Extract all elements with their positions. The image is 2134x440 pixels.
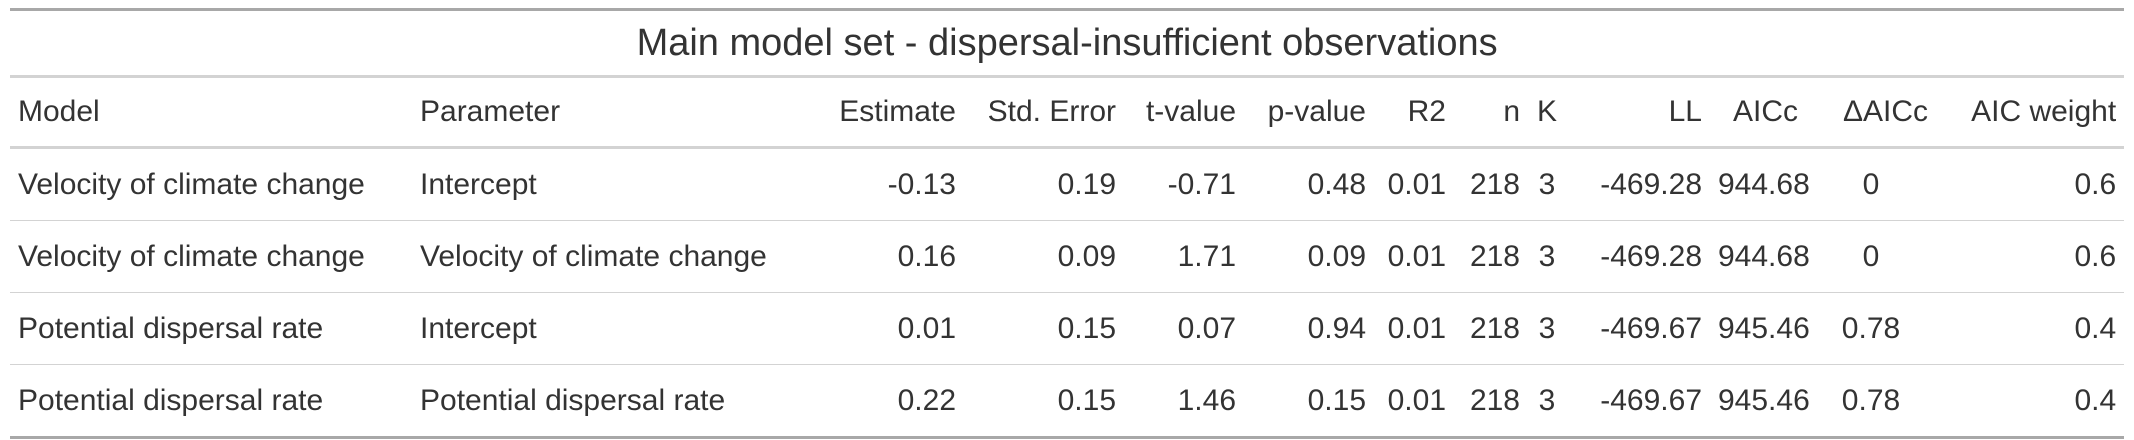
cell-aicc: 945.46 (1710, 292, 1810, 365)
cell-std-error: 0.19 (1057, 167, 1116, 201)
cell-k: 3 (1538, 167, 1556, 201)
cell-delta-aicc: 0.78 (1806, 364, 1936, 438)
cell-r2: 0.01 (1374, 364, 1454, 438)
col-header-delta-aicc: ΔAICc (1806, 76, 1936, 149)
cell-p-value: 0.15 (1244, 364, 1374, 438)
col-header-p-value: p-value (1244, 76, 1374, 149)
cell-p-value: 0.09 (1244, 220, 1374, 293)
col-header-parameter: Parameter (412, 76, 818, 149)
cell-std-error: 0.15 (964, 292, 1124, 365)
col-header-t-value: t-value (1124, 76, 1244, 149)
cell-n: 218 (1454, 220, 1528, 293)
col-header-k: K (1528, 76, 1566, 149)
col-header-ll: LL (1566, 76, 1710, 149)
cell-aicc: 944.68 (1710, 220, 1810, 293)
col-header-std-error: Std. Error (964, 76, 1124, 149)
cell-estimate: -0.13 (887, 167, 956, 201)
cell-model: Velocity of climate change (10, 220, 412, 293)
cell-n: 218 (1454, 292, 1528, 365)
cell-k: 3 (1528, 220, 1566, 293)
cell-n: 218 (1454, 364, 1528, 438)
cell-n: 218 (1469, 167, 1520, 201)
cell-p-value: 0.48 (1307, 167, 1366, 201)
cell-aic-weight: 0.4 (1936, 364, 2125, 438)
cell-model: Potential dispersal rate (10, 292, 412, 365)
cell-model: Velocity of climate change (18, 167, 365, 201)
cell-std-error: 0.09 (964, 220, 1124, 293)
cell-ll: -469.28 (1566, 220, 1710, 293)
cell-model: Potential dispersal rate (10, 364, 412, 438)
cell-aicc: 944.68 (1718, 167, 1810, 201)
col-header-estimate: Estimate (818, 76, 964, 149)
column-header-row: Model Parameter Estimate Std. Error t-va… (10, 76, 2125, 149)
col-header-aic-weight: AIC weight (1936, 76, 2125, 149)
cell-ll: -469.67 (1566, 292, 1710, 365)
cell-estimate: 0.22 (818, 364, 964, 438)
cell-k: 3 (1528, 364, 1566, 438)
table-row: Velocity of climate change Intercept -0.… (10, 148, 2124, 221)
col-header-n: n (1454, 76, 1528, 149)
col-header-model: Model (10, 76, 412, 149)
table-title: Main model set - dispersal-insufficient … (10, 9, 2125, 78)
cell-t-value: 1.71 (1124, 220, 1244, 293)
cell-std-error: 0.15 (964, 364, 1124, 438)
col-header-r2: R2 (1374, 76, 1454, 149)
cell-r2: 0.01 (1387, 167, 1446, 201)
table-row: Potential dispersal rate Intercept 0.01 … (10, 292, 2125, 365)
cell-parameter: Intercept (420, 167, 537, 201)
cell-p-value: 0.94 (1244, 292, 1374, 365)
cell-t-value: 0.07 (1124, 292, 1244, 365)
cell-parameter: Velocity of climate change (412, 220, 818, 293)
cell-ll: -469.28 (1600, 167, 1702, 201)
col-header-aicc: AICc (1710, 76, 1806, 149)
cell-delta-aicc: 0 (1806, 220, 1936, 293)
cell-r2: 0.01 (1374, 292, 1454, 365)
cell-t-value: -0.71 (1167, 167, 1236, 201)
cell-parameter: Intercept (412, 292, 818, 365)
cell-delta-aicc: 0 (1862, 167, 1880, 201)
cell-t-value: 1.46 (1124, 364, 1244, 438)
cell-parameter: Potential dispersal rate (412, 364, 818, 438)
cell-aic-weight: 0.4 (1936, 292, 2125, 365)
cell-delta-aicc: 0.78 (1806, 292, 1936, 365)
cell-k: 3 (1528, 292, 1566, 365)
cell-r2: 0.01 (1374, 220, 1454, 293)
cell-estimate: 0.16 (818, 220, 964, 293)
table-row: Velocity of climate change Velocity of c… (10, 220, 2125, 293)
cell-aicc: 945.46 (1710, 364, 1810, 438)
cell-estimate: 0.01 (818, 292, 964, 365)
cell-aic-weight: 0.6 (1936, 220, 2125, 293)
cell-aic-weight: 0.6 (2074, 167, 2117, 201)
table-row: Potential dispersal rate Potential dispe… (10, 364, 2125, 438)
cell-ll: -469.67 (1566, 364, 1710, 438)
model-results-table: Main model set - dispersal-insufficient … (10, 8, 2125, 439)
